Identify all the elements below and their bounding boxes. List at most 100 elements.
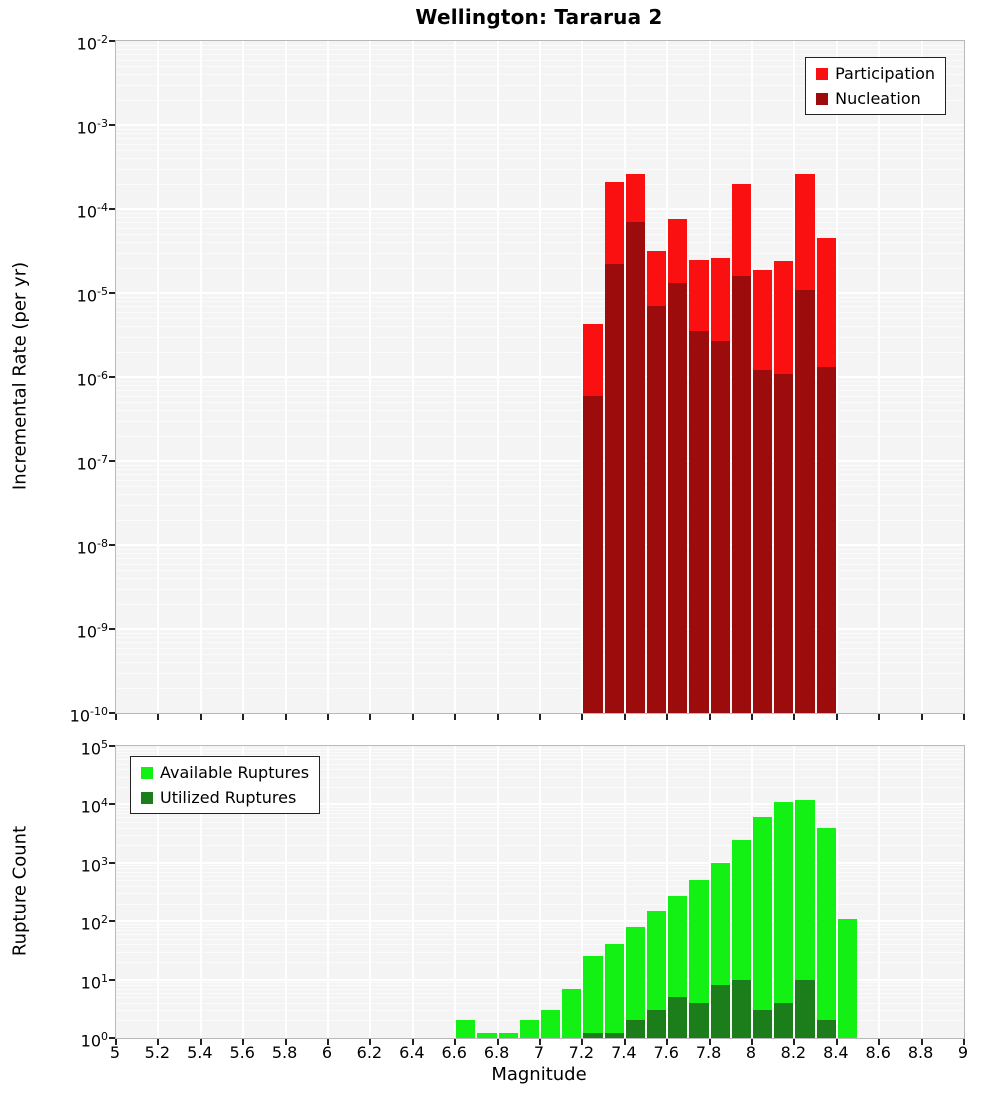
y-tick-mark xyxy=(109,376,115,378)
x-tick-label: 9 xyxy=(957,1043,969,1062)
bar-utilized-ruptures xyxy=(774,1002,794,1038)
count-legend: Available Ruptures Utilized Ruptures xyxy=(130,756,321,814)
bar-available-ruptures xyxy=(583,956,603,1038)
x-tick-mark xyxy=(157,714,160,720)
x-tick-mark xyxy=(115,714,117,720)
legend-swatch-available-ruptures xyxy=(141,766,153,779)
bar-nucleation xyxy=(604,264,624,713)
x-tick-mark xyxy=(496,714,499,720)
legend-label-utilized-ruptures: Utilized Ruptures xyxy=(160,788,297,807)
gridline-vertical xyxy=(242,41,245,713)
bar-utilized-ruptures xyxy=(753,1010,773,1038)
bar-available-ruptures xyxy=(753,817,773,1038)
gridline-vertical xyxy=(539,41,541,713)
y-tick-label: 104 xyxy=(80,796,108,817)
x-tick-mark xyxy=(708,714,711,720)
x-tick-label: 8.8 xyxy=(907,1043,934,1062)
gridline-vertical xyxy=(411,746,414,1038)
x-tick-label: 5 xyxy=(109,1043,121,1062)
gridline-vertical xyxy=(327,746,329,1038)
bar-available-ruptures xyxy=(477,1033,497,1038)
x-tick-label: 5.6 xyxy=(229,1043,255,1062)
gridline-vertical xyxy=(793,41,796,713)
y-tick-mark xyxy=(109,124,115,126)
x-tick-label: 6.2 xyxy=(356,1043,383,1062)
gridline-vertical xyxy=(708,746,711,1038)
bar-nucleation xyxy=(668,283,688,713)
gridline-vertical xyxy=(496,746,499,1038)
y-tick-mark xyxy=(109,920,115,923)
count-y-axis-label: Rupture Count xyxy=(9,825,31,957)
x-tick-mark xyxy=(284,714,287,720)
y-tick-mark xyxy=(109,292,115,294)
y-tick-mark xyxy=(109,712,115,714)
bar-nucleation xyxy=(774,373,794,713)
x-tick-label: 8 xyxy=(745,1043,757,1062)
x-tick-mark xyxy=(751,1039,753,1045)
bar-utilized-ruptures xyxy=(583,1033,603,1038)
bar-nucleation xyxy=(689,331,709,713)
x-tick-mark xyxy=(539,714,541,720)
gridline-vertical xyxy=(369,746,372,1038)
gridline-vertical xyxy=(920,41,923,713)
y-tick-label: 105 xyxy=(80,738,108,759)
gridline-vertical xyxy=(835,41,838,713)
x-tick-label: 8.6 xyxy=(865,1043,891,1062)
x-tick-mark xyxy=(411,714,414,720)
bar-nucleation xyxy=(583,395,603,713)
gridline-vertical xyxy=(920,746,923,1038)
bar-utilized-ruptures xyxy=(647,1010,667,1038)
y-tick-mark xyxy=(109,460,115,462)
y-tick-mark xyxy=(109,40,115,42)
x-tick-mark xyxy=(751,714,753,720)
x-tick-mark xyxy=(242,714,245,720)
y-tick-label: 10-8 xyxy=(76,537,108,558)
y-tick-mark xyxy=(109,208,115,210)
rate-legend: Participation Nucleation xyxy=(805,57,946,115)
legend-item: Available Ruptures xyxy=(141,763,309,782)
gridline-vertical xyxy=(157,41,160,713)
gridline-vertical xyxy=(878,746,881,1038)
x-tick-label: 8.2 xyxy=(780,1043,807,1062)
chart-title: Wellington: Tararua 2 xyxy=(415,5,663,29)
bar-nucleation xyxy=(710,340,730,713)
x-tick-mark xyxy=(708,1039,711,1045)
gridline-vertical xyxy=(199,746,202,1038)
gridline-vertical xyxy=(454,41,457,713)
bar-available-ruptures xyxy=(816,827,836,1038)
bar-utilized-ruptures xyxy=(710,985,730,1038)
x-axis-label: Magnitude xyxy=(491,1064,587,1085)
rate-y-axis-label: Incremental Rate (per yr) xyxy=(9,261,31,491)
x-tick-label: 7.4 xyxy=(611,1043,637,1062)
x-tick-mark xyxy=(454,714,457,720)
bar-utilized-ruptures xyxy=(604,1033,624,1038)
gridline-vertical xyxy=(242,746,245,1038)
bar-nucleation xyxy=(647,306,667,713)
bar-nucleation xyxy=(625,222,645,713)
x-tick-mark xyxy=(539,1039,541,1045)
gridline-vertical xyxy=(157,746,160,1038)
rate-plot-frame: Participation Nucleation 10-10 10-9 10-8 10-… xyxy=(70,33,965,725)
legend-swatch-participation xyxy=(816,67,829,80)
gridline-vertical xyxy=(708,41,711,713)
gridline-vertical xyxy=(666,746,669,1038)
y-tick-mark xyxy=(109,1037,115,1039)
y-tick-label: 10-6 xyxy=(76,369,108,390)
x-tick-mark xyxy=(878,1039,881,1045)
legend-label-nucleation: Nucleation xyxy=(835,89,921,108)
y-tick-label: 10-4 xyxy=(76,201,108,222)
gridline-vertical xyxy=(496,41,499,713)
x-tick-mark xyxy=(963,714,965,720)
bar-utilized-ruptures xyxy=(731,979,751,1038)
legend-label-participation: Participation xyxy=(835,64,935,83)
y-tick-mark xyxy=(109,628,115,630)
x-tick-label: 7.8 xyxy=(695,1043,722,1062)
x-tick-mark xyxy=(327,714,329,720)
x-tick-mark xyxy=(454,1039,457,1045)
gridline-vertical xyxy=(539,746,541,1038)
bar-utilized-ruptures xyxy=(689,1002,709,1038)
bar-available-ruptures xyxy=(689,880,709,1038)
bar-available-ruptures xyxy=(519,1020,539,1038)
bar-available-ruptures xyxy=(562,988,582,1038)
